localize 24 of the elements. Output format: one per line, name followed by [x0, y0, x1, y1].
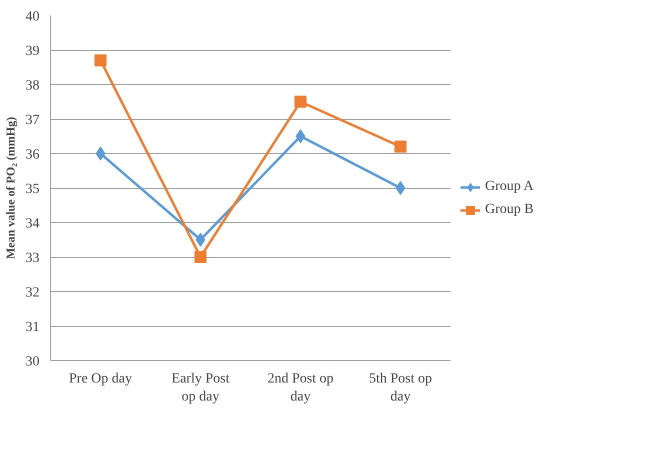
point — [294, 96, 306, 108]
y-axis-title: Mean value of PO₂ (mmHg) — [4, 116, 18, 260]
x-tick-label: 5th Post op day — [368, 372, 432, 404]
y-tick-label: 40 — [26, 10, 40, 24]
legend-label: Group A — [485, 179, 534, 195]
point — [94, 54, 106, 66]
y-tick-label: 32 — [26, 286, 40, 300]
y-tick-label: 38 — [26, 78, 40, 94]
legend-label: Group B — [485, 202, 534, 218]
y-tick-label: 33 — [26, 251, 40, 266]
point — [194, 251, 206, 263]
y-tick-label: 37 — [26, 113, 40, 128]
y-tick-label: 31 — [26, 320, 40, 335]
y-tick-label: 36 — [26, 148, 40, 162]
x-tick-label: 2nd Post op day — [267, 372, 334, 404]
x-tick-label: Pre Op day — [69, 372, 132, 386]
y-tick-label: 30 — [26, 354, 40, 370]
y-tick-label: 39 — [26, 44, 40, 59]
x-tick-label: Early Post op day — [172, 372, 230, 404]
point — [394, 140, 406, 153]
y-tick-label: 34 — [26, 216, 40, 232]
y-tick-label: 35 — [26, 182, 40, 197]
point — [96, 146, 106, 160]
point — [396, 181, 406, 195]
